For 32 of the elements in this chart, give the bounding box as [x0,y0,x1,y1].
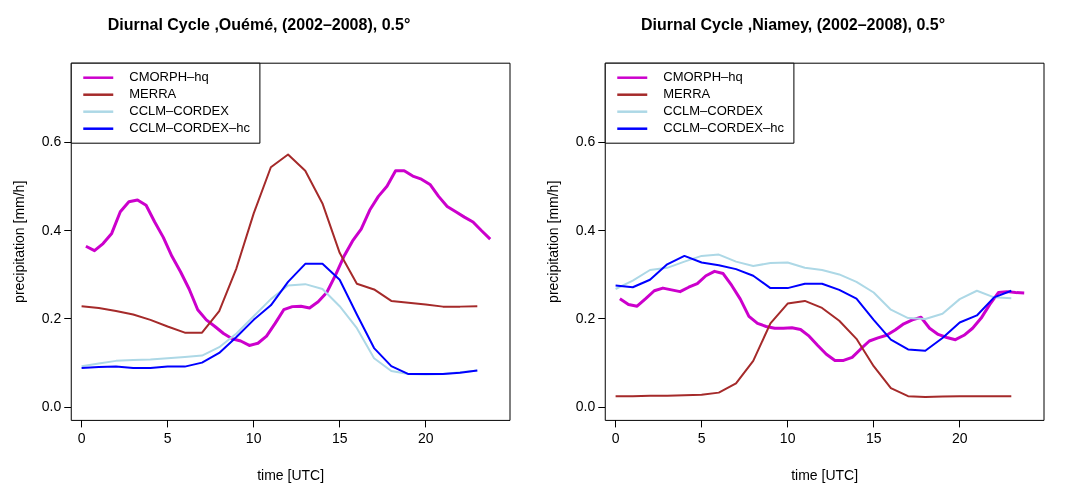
y-tick-label: 0.6 [575,133,596,150]
y-axis-title: precipitation [mm/h] [11,180,28,303]
y-tick-label: 0.4 [575,221,596,238]
y-tick-label: 0.6 [41,133,62,150]
legend-label: CCLM–CORDEX–hc [663,120,785,136]
y-axis-title: precipitation [mm/h] [545,180,562,303]
x-tick-label: 0 [77,429,86,446]
y-tick-label: 0.2 [575,309,596,326]
y-tick-label: 0.4 [41,221,62,238]
chart-title: Diurnal Cycle ,Ouémé, (2002–2008), 0.5° [107,16,411,34]
x-tick-label: 10 [245,429,262,446]
x-tick-label: 5 [163,429,172,446]
x-axis-title: time [UTC] [791,467,859,484]
legend-label: CMORPH–hq [129,69,209,85]
y-tick-label: 0.2 [41,309,62,326]
y-tick-label: 0.0 [575,398,596,415]
legend-label: CCLM–CORDEX–hc [129,120,251,136]
x-tick-label: 10 [779,429,796,446]
x-tick-label: 20 [951,429,968,446]
legend-label: CMORPH–hq [663,69,743,85]
legend-label: MERRA [663,86,711,102]
x-axis-title: time [UTC] [257,467,325,484]
x-tick-label: 15 [331,429,348,446]
chart-title: Diurnal Cycle ,Niamey, (2002–2008), 0.5° [640,16,946,34]
x-tick-label: 20 [417,429,434,446]
legend-label: MERRA [129,86,177,102]
legend-label: CCLM–CORDEX [129,103,230,119]
x-tick-label: 0 [611,429,620,446]
y-tick-label: 0.0 [41,398,62,415]
legend-label: CCLM–CORDEX [663,103,764,119]
x-tick-label: 5 [697,429,706,446]
x-tick-label: 15 [865,429,882,446]
